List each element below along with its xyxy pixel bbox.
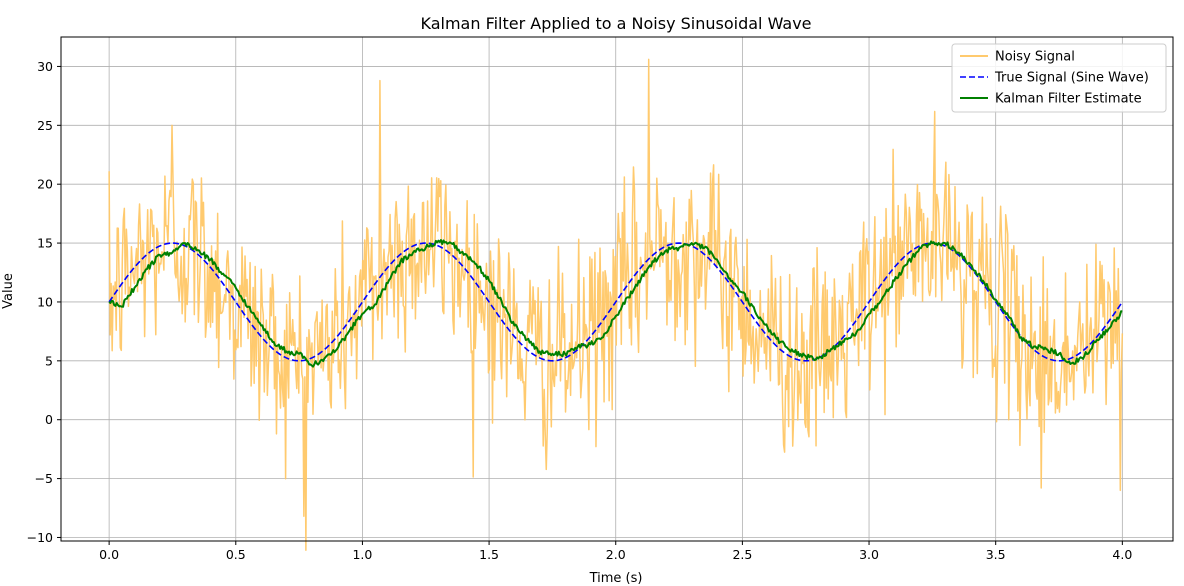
chart-title: Kalman Filter Applied to a Noisy Sinusoi… bbox=[420, 14, 811, 33]
x-axis-label: Time (s) bbox=[589, 571, 643, 586]
x-tick-label: 3.0 bbox=[859, 547, 879, 562]
y-tick-label: 0 bbox=[45, 412, 53, 427]
true-signal-line bbox=[108, 242, 1124, 362]
legend-label: Noisy Signal bbox=[995, 50, 1075, 65]
x-tick-label: 2.5 bbox=[732, 547, 752, 562]
x-axis-ticks: 0.0 0.5 1.0 1.5 2.0 2.5 3.0 3.5 4.0 bbox=[99, 541, 1132, 562]
y-tick-label: −10 bbox=[27, 530, 53, 545]
x-tick-label: 3.5 bbox=[986, 547, 1006, 562]
legend-label: True Signal (Sine Wave) bbox=[994, 71, 1149, 86]
x-tick-label: 4.0 bbox=[1112, 547, 1132, 562]
x-tick-label: 0.0 bbox=[99, 547, 119, 562]
legend: Noisy Signal True Signal (Sine Wave) Kalma… bbox=[951, 43, 1167, 113]
series-kalman-estimate bbox=[108, 239, 1123, 368]
y-axis-label: Value bbox=[1, 273, 16, 309]
legend-box bbox=[951, 43, 1167, 113]
y-axis-ticks: −10 −5 0 5 10 15 20 25 30 bbox=[27, 59, 61, 545]
legend-label: Kalman Filter Estimate bbox=[995, 92, 1142, 107]
plot-area-frame bbox=[60, 36, 1174, 542]
y-tick-label: 30 bbox=[37, 59, 53, 74]
x-tick-label: 1.0 bbox=[352, 547, 372, 562]
kalman-estimate-line bbox=[108, 239, 1123, 368]
y-tick-label: 5 bbox=[45, 353, 53, 368]
y-tick-label: 25 bbox=[37, 118, 53, 133]
y-tick-label: −5 bbox=[35, 471, 53, 486]
x-tick-label: 0.5 bbox=[226, 547, 246, 562]
y-tick-label: 20 bbox=[37, 177, 53, 192]
y-tick-label: 15 bbox=[37, 236, 53, 251]
y-tick-label: 10 bbox=[37, 294, 53, 309]
series-true-signal bbox=[108, 242, 1124, 362]
x-tick-label: 1.5 bbox=[479, 547, 499, 562]
x-tick-label: 2.0 bbox=[606, 547, 626, 562]
